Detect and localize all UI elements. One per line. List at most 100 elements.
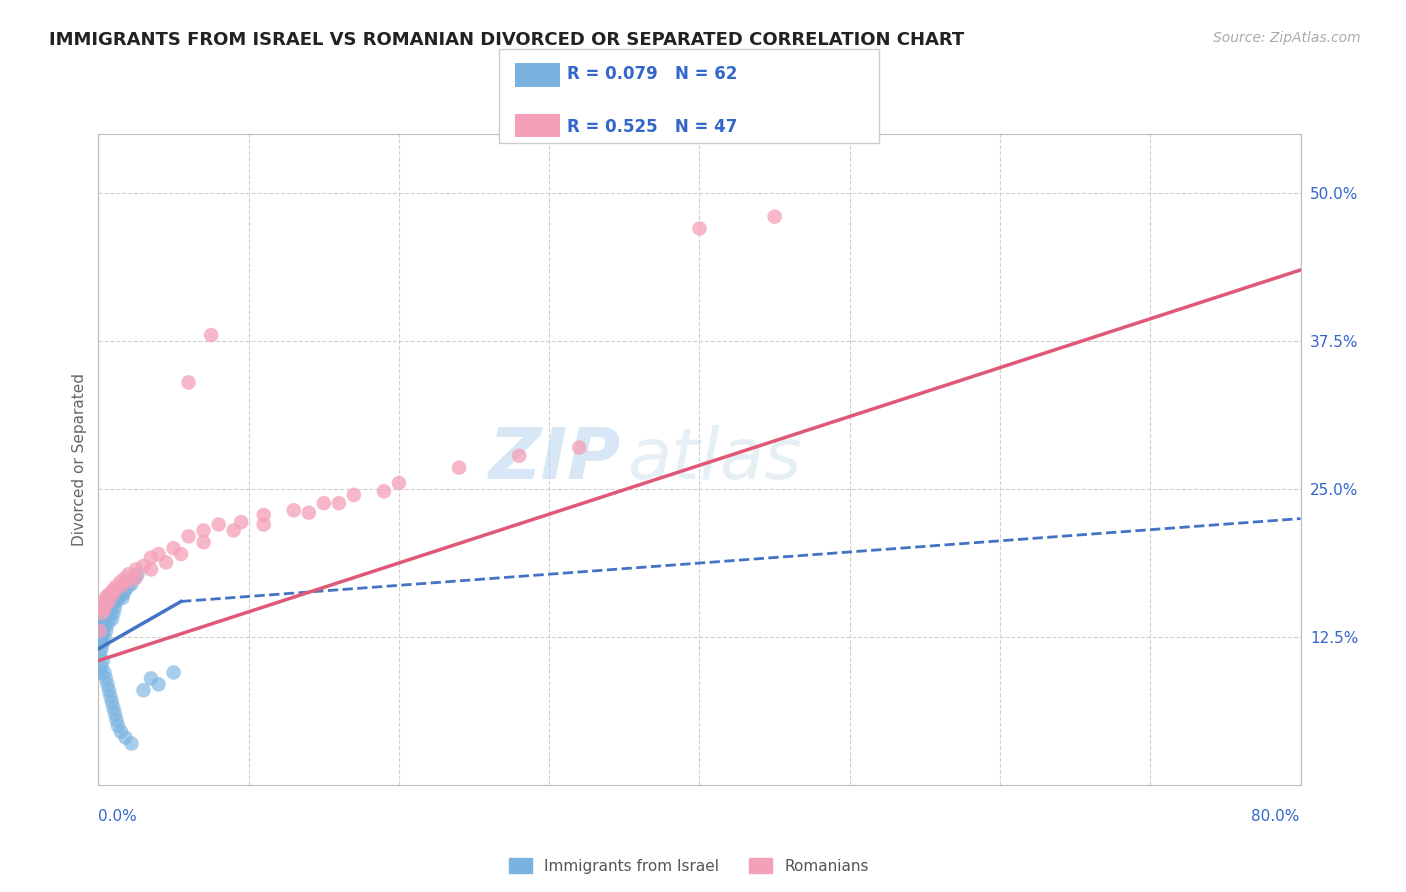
Text: R = 0.525   N = 47: R = 0.525 N = 47 [567, 118, 737, 136]
Point [162, 665, 184, 680]
Point [373, 484, 395, 499]
Point [117, 579, 139, 593]
Point [105, 579, 128, 593]
Point [103, 586, 125, 600]
Point [139, 562, 162, 576]
Point [447, 460, 470, 475]
Y-axis label: Divorced or Separated: Divorced or Separated [72, 373, 87, 546]
Point [93, 665, 115, 680]
Point [177, 529, 200, 543]
Point [114, 582, 136, 597]
Point [103, 594, 125, 608]
Point [139, 672, 162, 686]
Point [508, 449, 530, 463]
Point [208, 517, 231, 532]
Point [104, 600, 127, 615]
Legend: Immigrants from Israel, Romanians: Immigrants from Israel, Romanians [503, 852, 875, 880]
Point [110, 574, 132, 589]
Point [763, 210, 786, 224]
Point [107, 591, 129, 605]
Point [103, 701, 125, 715]
Point [170, 547, 193, 561]
Point [117, 574, 139, 589]
Point [283, 503, 305, 517]
Point [568, 441, 591, 455]
Point [89, 648, 111, 662]
Point [89, 636, 111, 650]
Point [96, 607, 118, 621]
Point [148, 547, 170, 561]
Point [103, 582, 125, 597]
Point [93, 607, 115, 621]
Point [253, 517, 276, 532]
Point [100, 689, 122, 703]
Point [100, 589, 122, 603]
Point [110, 724, 132, 739]
Point [94, 672, 117, 686]
Point [105, 713, 128, 727]
Point [91, 654, 114, 668]
Point [117, 567, 139, 582]
Point [193, 535, 215, 549]
Point [96, 589, 118, 603]
Point [90, 659, 112, 673]
Point [96, 618, 118, 632]
Point [97, 594, 120, 608]
Text: atlas: atlas [627, 425, 801, 494]
Point [90, 607, 112, 621]
Point [139, 550, 162, 565]
Point [94, 624, 117, 638]
Point [91, 612, 114, 626]
Point [121, 576, 143, 591]
Point [105, 594, 128, 608]
Point [125, 571, 148, 585]
Point [200, 328, 222, 343]
Point [127, 567, 149, 582]
Point [148, 677, 170, 691]
Point [89, 665, 111, 680]
Point [97, 600, 120, 615]
Point [107, 719, 129, 733]
Point [90, 641, 112, 656]
Point [101, 612, 124, 626]
Text: Source: ZipAtlas.com: Source: ZipAtlas.com [1213, 31, 1361, 45]
Text: 0.0%: 0.0% [98, 809, 138, 823]
Point [155, 555, 177, 569]
Point [94, 612, 117, 626]
Point [231, 515, 253, 529]
Point [114, 731, 136, 745]
Point [103, 607, 125, 621]
Point [91, 600, 114, 615]
Point [298, 506, 321, 520]
Point [124, 571, 146, 585]
Text: 80.0%: 80.0% [1251, 809, 1299, 823]
Point [312, 496, 335, 510]
Point [93, 630, 115, 644]
Point [101, 695, 124, 709]
Point [121, 737, 143, 751]
Point [91, 636, 114, 650]
Point [101, 600, 124, 615]
Point [104, 706, 127, 721]
Point [111, 591, 134, 605]
Point [114, 571, 136, 585]
Point [97, 683, 120, 698]
Point [253, 508, 276, 522]
Point [96, 677, 118, 691]
Point [90, 630, 112, 644]
Point [89, 612, 111, 626]
Text: ZIP: ZIP [489, 425, 621, 494]
Text: IMMIGRANTS FROM ISRAEL VS ROMANIAN DIVORCED OR SEPARATED CORRELATION CHART: IMMIGRANTS FROM ISRAEL VS ROMANIAN DIVOR… [49, 31, 965, 49]
Text: R = 0.079   N = 62: R = 0.079 N = 62 [567, 65, 737, 83]
Point [96, 594, 118, 608]
Point [100, 607, 122, 621]
Point [132, 558, 155, 573]
Point [94, 600, 117, 615]
Point [93, 603, 115, 617]
Point [110, 579, 132, 593]
Point [328, 496, 350, 510]
Point [104, 589, 127, 603]
Point [108, 586, 131, 600]
Point [132, 683, 155, 698]
Point [90, 618, 112, 632]
